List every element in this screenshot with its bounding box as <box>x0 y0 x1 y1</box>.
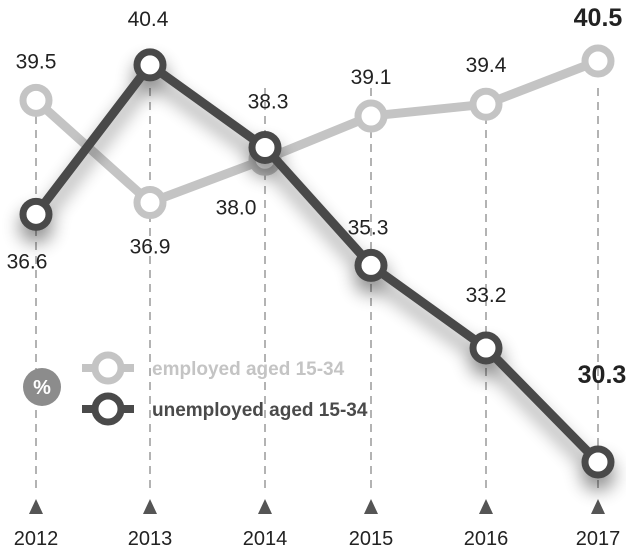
point-unemployed-2017 <box>581 445 615 479</box>
percent-badge <box>23 368 61 406</box>
point-unemployed-2014 <box>248 130 282 164</box>
point-unemployed-2012 <box>19 197 53 231</box>
point-employed-2015 <box>354 99 388 133</box>
data-label-employed-2016: 39.4 <box>466 54 507 77</box>
x-tick-label-2014: 2014 <box>243 528 288 550</box>
x-axis: 2012 2013 2014 2015 2016 2017 <box>14 499 621 550</box>
x-tick-label-2015: 2015 <box>349 528 394 550</box>
data-label-unemployed-2015: 35.3 <box>348 216 389 239</box>
x-tick-label-2016: 2016 <box>464 528 509 550</box>
point-employed-2013 <box>133 186 167 220</box>
legend: % employed aged 15-34 unemployed aged 15… <box>23 351 368 426</box>
data-label-unemployed-2017: 30.3 <box>578 361 626 389</box>
percent-badge-label: % <box>33 377 51 399</box>
legend-label-employed: employed aged 15-34 <box>152 359 345 380</box>
tick-marker-2013 <box>143 499 157 514</box>
data-label-unemployed-2012: 36.6 <box>7 250 48 273</box>
data-label-unemployed-2013: 40.4 <box>128 8 169 31</box>
x-tick-label-2012: 2012 <box>14 528 59 550</box>
gridlines <box>35 88 599 490</box>
series-layer <box>19 44 615 479</box>
series-employed <box>19 44 615 220</box>
data-labels: 39.5 36.9 38.0 39.1 39.4 40.5 36.6 40.4 38.3 35.3… <box>7 4 626 389</box>
tick-marker-2012 <box>29 499 43 514</box>
point-employed-2017 <box>581 44 615 78</box>
data-label-employed-2012: 39.5 <box>16 50 57 73</box>
point-unemployed-2015 <box>354 248 388 282</box>
data-label-employed-2017: 40.5 <box>574 4 623 32</box>
point-unemployed-2013 <box>133 48 167 82</box>
data-label-employed-2013: 36.9 <box>130 236 171 259</box>
point-employed-2012 <box>19 83 53 117</box>
point-unemployed-2016 <box>469 331 503 365</box>
legend-marker-employed <box>91 351 125 385</box>
x-tick-label-2013: 2013 <box>128 528 173 550</box>
legend-label-unemployed: unemployed aged 15-34 <box>152 400 368 421</box>
tick-marker-2016 <box>479 499 493 514</box>
tick-marker-2017 <box>591 499 605 514</box>
tick-marker-2015 <box>364 499 378 514</box>
x-tick-label-2017: 2017 <box>576 528 621 550</box>
data-label-employed-2014: 38.0 <box>216 196 257 219</box>
series-unemployed <box>19 48 615 479</box>
tick-marker-2014 <box>258 499 272 514</box>
legend-marker-unemployed <box>91 392 125 426</box>
data-label-unemployed-2016: 33.2 <box>466 284 507 307</box>
data-label-employed-2015: 39.1 <box>351 66 392 89</box>
data-label-unemployed-2014: 38.3 <box>248 90 289 113</box>
series-line-unemployed <box>31 60 603 467</box>
series-line-employed <box>31 56 603 207</box>
point-employed-2016 <box>469 87 503 121</box>
